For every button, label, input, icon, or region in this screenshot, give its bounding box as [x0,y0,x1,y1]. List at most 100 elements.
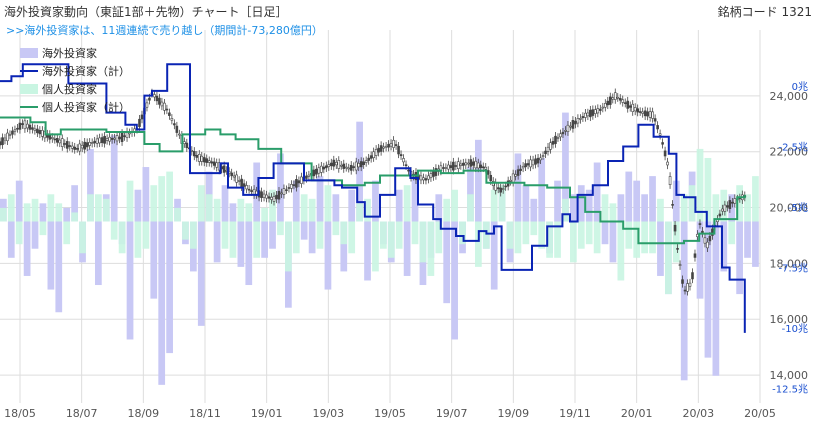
price-candle-body [352,166,356,168]
individual-bar [451,189,458,222]
price-candle-body [476,162,480,169]
individual-bar [672,221,680,263]
foreign-bar [728,194,736,222]
price-candle-body [608,96,612,105]
price-candle-body [576,118,580,124]
price-candle-body [474,160,478,169]
price-candle-body [489,174,493,181]
price-candle-body [70,145,74,149]
price-candle-body [389,143,393,147]
individual-bar [657,198,664,222]
price-candle-body [153,94,156,98]
price-candle-body [250,190,253,192]
individual-bar [63,221,71,245]
foreign-bar [443,221,451,304]
price-candle-body [155,95,159,102]
price-candle-body [118,136,121,140]
foreign-bar [277,153,284,222]
price-candle-body [13,129,17,132]
price-candle-body [486,170,490,175]
price-candle-body [369,155,373,159]
price-candle-body [524,163,527,168]
foreign-bar [31,221,39,249]
price-candle-body [726,205,729,208]
x-tick-label: 20/03 [682,407,714,420]
price-candle-body [698,223,702,225]
individual-bar [300,194,308,222]
price-candle-body [643,110,647,117]
price-candle-body [260,191,263,199]
individual-bar [245,203,253,222]
price-candle-body [3,137,7,141]
individual-bar [577,221,585,249]
foreign-bar [554,180,561,222]
individual-bar [261,207,268,222]
price-candle-body [280,192,283,195]
foreign-bar [617,194,625,222]
individual-bar [688,185,696,222]
price-candle-body [596,108,600,114]
price-candle-body [197,153,201,162]
individual-bar [182,221,189,240]
price-tick-label: 14,000 [770,369,809,382]
price-candle-body [23,120,27,130]
x-tick-label: 18/07 [66,407,98,420]
foreign-bar [538,157,546,222]
foreign-bar [63,207,71,222]
individual-bar [482,221,490,249]
price-candle-body [270,196,273,200]
individual-bar [356,203,363,222]
price-candle-body [18,122,22,130]
price-candle-body [168,112,171,116]
price-candle-body [98,137,101,144]
foreign-bar [593,162,601,222]
price-candle-body [683,289,687,292]
legend-swatch [20,84,38,94]
price-candle-body [671,204,674,206]
price-candle-body [190,150,194,152]
foreign-bar [7,221,15,258]
x-tick-label: 19/09 [497,407,529,420]
individual-bar [570,221,577,263]
foreign-bar [372,180,379,222]
foreign-bar [712,221,720,376]
price-candle-body [628,105,632,108]
price-candle-body [232,175,236,178]
cumulative-tick-label: -12.5兆 [772,383,808,395]
price-candle-body [402,158,405,163]
price-candle-body [262,193,266,198]
x-tick-label: 18/11 [189,407,221,420]
x-tick-label: 19/03 [312,407,344,420]
individual-bar [364,198,371,222]
individual-bar [316,221,324,249]
price-candle-body [462,162,465,166]
price-candle-body [267,196,271,199]
foreign-bar [411,176,419,222]
price-tick-label: 18,000 [770,257,809,270]
price-candle-body [354,161,358,171]
foreign-bar [95,221,102,286]
price-candle-body [419,175,423,181]
bars-layer [0,112,759,385]
price-candle-body [6,132,9,142]
price-candle-body [11,130,14,135]
individual-bar [15,221,23,245]
price-candle-body [648,111,652,118]
price-candle-body [277,190,281,200]
price-candle-body [285,189,288,192]
individual-bar [585,221,593,245]
individual-bar [213,198,221,222]
price-candle-body [85,142,89,148]
foreign-bar [47,221,55,290]
price-candle-body [618,97,622,101]
individual-bar [197,185,205,222]
price-candle-body [88,141,91,146]
individual-bar [443,198,451,222]
price-candle-body [581,116,585,119]
price-candle-body [165,108,169,111]
foreign-bar [601,221,609,245]
price-candle-body [499,187,502,193]
individual-bar [174,207,181,222]
individual-bar [253,221,261,258]
individual-bar [427,221,435,276]
